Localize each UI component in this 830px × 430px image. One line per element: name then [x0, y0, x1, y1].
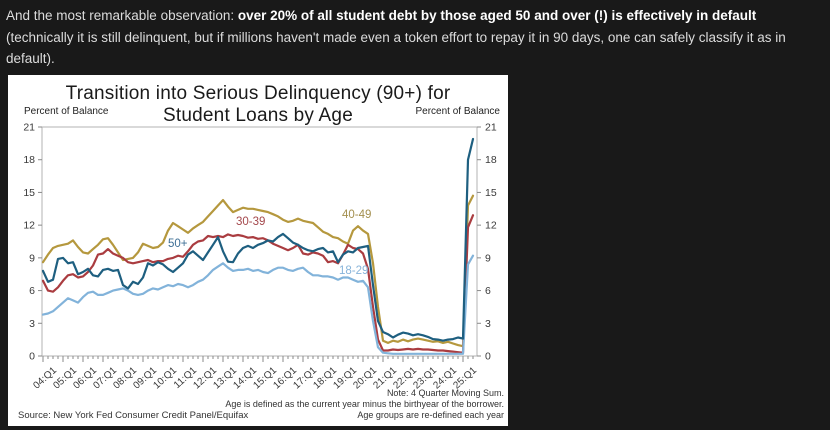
- series-label-18-29: 18-29: [339, 265, 368, 277]
- y-tick-label-right: 15: [485, 187, 497, 199]
- chart-title-line1: Transition into Serious Delinquency (90+…: [65, 83, 451, 104]
- left-axis-caption: Percent of Balance: [24, 106, 109, 117]
- y-tick-label-left: 18: [23, 154, 35, 166]
- y-tick-label-left: 9: [29, 252, 35, 264]
- intro-text-bold: over 20% of all student debt by those ag…: [237, 8, 757, 23]
- y-tick-label-right: 21: [485, 122, 497, 134]
- intro-paragraph: And the most remarkable observation: ove…: [6, 5, 826, 70]
- y-tick-label-left: 15: [23, 187, 35, 199]
- source-note: Source: New York Fed Consumer Credit Pan…: [18, 410, 249, 421]
- y-tick-label-right: 3: [485, 318, 491, 330]
- series-line-18-29: [41, 254, 475, 355]
- plot-frame: [41, 126, 478, 357]
- footnote-line3: Age groups are re-defined each year: [357, 410, 504, 420]
- y-tick-label-left: 6: [29, 285, 35, 297]
- intro-text-suffix: (technically it is still delinquent, but…: [6, 29, 786, 67]
- y-tick-label-right: 9: [485, 252, 491, 264]
- series-line-50+: [41, 137, 475, 342]
- y-tick-label-left: 21: [23, 122, 35, 134]
- y-tick-label-right: 12: [485, 220, 497, 232]
- footnote-line2: Age is defined as the current year minus…: [225, 399, 504, 409]
- y-tick-label-left: 0: [29, 351, 35, 363]
- series-line-40-49: [41, 194, 475, 348]
- chart-title: Transition into Serious Delinquency (90+…: [8, 83, 508, 127]
- intro-text-prefix: And the most remarkable observation:: [6, 8, 238, 23]
- right-axis-caption: Percent of Balance: [415, 106, 501, 117]
- chart-title-line2: Student Loans by Age: [163, 105, 353, 126]
- y-tick-label-left: 12: [23, 220, 35, 232]
- series-label-30-39: 30-39: [236, 216, 265, 228]
- chart-panel: 0 0 3 3 6 6 9 9 12 12 15 15 18 18 21 21 04:Q1 05:Q1 06:Q1 0…: [8, 75, 508, 426]
- footnote-line1: Note: 4 Quarter Moving Sum.: [386, 388, 504, 398]
- y-tick-label-right: 18: [485, 154, 497, 166]
- y-tick-label-right: 0: [485, 351, 491, 363]
- footnotes: Note: 4 Quarter Moving Sum. Age is defin…: [225, 388, 504, 421]
- y-tick-label-left: 3: [29, 318, 35, 330]
- series-line-30-39: [41, 214, 475, 354]
- y-tick-label-right: 6: [485, 285, 491, 297]
- series-label-50+: 50+: [168, 238, 188, 250]
- series-label-40-49: 40-49: [342, 209, 371, 221]
